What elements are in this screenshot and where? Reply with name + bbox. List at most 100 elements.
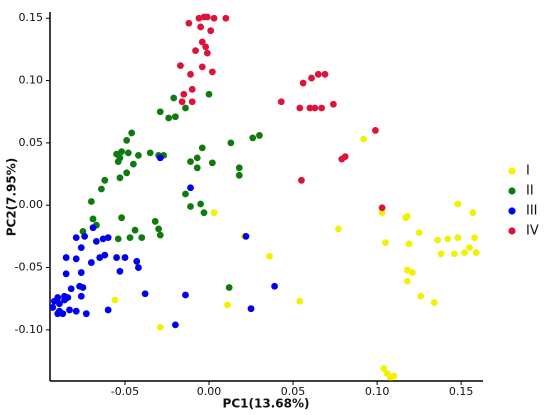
point — [266, 252, 273, 260]
point — [205, 90, 213, 98]
point — [87, 259, 95, 266]
y-axis-title: PC2(7.95%) — [5, 158, 19, 237]
point — [123, 137, 131, 144]
point — [247, 305, 255, 313]
point — [390, 372, 398, 380]
point — [96, 254, 104, 261]
point — [116, 174, 124, 182]
point — [311, 104, 319, 112]
point — [202, 43, 210, 51]
legend-marker — [508, 227, 516, 235]
point — [207, 27, 215, 35]
point — [101, 251, 109, 259]
point — [123, 169, 131, 177]
point — [187, 203, 194, 210]
point — [235, 164, 243, 172]
point — [135, 151, 142, 159]
x-axis-title: PC1(13.68%) — [223, 397, 310, 411]
point — [129, 160, 137, 168]
point — [437, 250, 445, 258]
point — [72, 255, 80, 263]
point — [208, 159, 216, 167]
point — [188, 85, 196, 93]
point — [409, 269, 416, 276]
point — [79, 284, 87, 291]
point — [296, 104, 304, 112]
point — [104, 234, 112, 242]
point — [430, 299, 438, 306]
legend-label: III — [526, 204, 538, 219]
y-tick-label: -0.05 — [15, 261, 43, 274]
point — [200, 209, 208, 217]
point — [277, 98, 285, 106]
point — [415, 229, 423, 237]
point — [403, 266, 411, 274]
point — [135, 264, 142, 271]
point — [82, 310, 90, 318]
point — [171, 321, 179, 329]
point — [372, 127, 379, 134]
point — [321, 70, 329, 78]
point — [403, 213, 411, 220]
point — [156, 323, 164, 331]
point — [469, 209, 477, 217]
point — [170, 94, 178, 102]
point — [104, 306, 112, 314]
point — [50, 297, 58, 305]
point — [378, 209, 386, 217]
point — [210, 14, 218, 22]
point — [182, 190, 189, 198]
point — [417, 292, 425, 300]
point — [141, 290, 149, 298]
point — [92, 237, 100, 245]
point — [124, 149, 132, 157]
point — [156, 231, 164, 239]
point — [256, 132, 263, 139]
point — [89, 224, 97, 232]
x-tick-label: 0.05 — [281, 385, 306, 398]
x-tick-label: 0.15 — [449, 385, 474, 398]
point — [360, 135, 368, 143]
point — [249, 134, 257, 142]
point — [471, 234, 478, 242]
point — [89, 215, 97, 223]
point — [318, 104, 326, 112]
point — [138, 234, 146, 242]
point — [335, 225, 342, 233]
point — [227, 139, 235, 147]
point — [182, 104, 189, 112]
point — [299, 79, 307, 87]
point — [62, 270, 70, 278]
point — [182, 291, 189, 299]
point — [187, 70, 194, 78]
point — [296, 297, 304, 305]
point — [298, 176, 305, 184]
point — [114, 235, 122, 243]
point — [382, 239, 389, 247]
point — [198, 144, 206, 152]
point — [131, 226, 139, 234]
point — [185, 19, 193, 27]
point — [155, 225, 162, 233]
legend-label: IV — [526, 224, 539, 239]
point — [444, 235, 452, 243]
point — [118, 148, 126, 156]
point — [146, 149, 154, 157]
y-tick-label: 0.10 — [19, 74, 44, 87]
point — [225, 284, 233, 291]
point — [116, 267, 124, 275]
x-tick-label: -0.05 — [111, 385, 139, 398]
point — [434, 236, 442, 244]
point — [306, 104, 314, 112]
point — [222, 14, 230, 22]
y-tick-label: 0.15 — [19, 11, 44, 24]
point — [454, 234, 462, 242]
legend-marker — [508, 207, 516, 215]
y-tick-label: 0.05 — [19, 136, 44, 149]
point — [121, 254, 129, 261]
point — [208, 68, 216, 76]
point — [329, 100, 337, 108]
point — [472, 249, 480, 256]
